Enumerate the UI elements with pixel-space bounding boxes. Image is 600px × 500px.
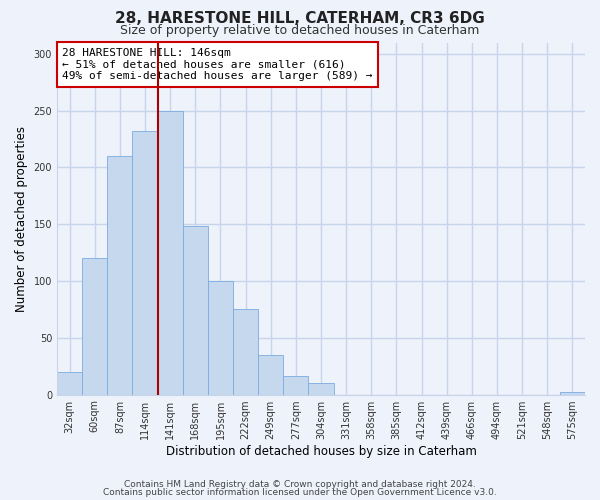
Text: Contains HM Land Registry data © Crown copyright and database right 2024.: Contains HM Land Registry data © Crown c… xyxy=(124,480,476,489)
Text: Size of property relative to detached houses in Caterham: Size of property relative to detached ho… xyxy=(121,24,479,37)
Bar xyxy=(183,226,208,394)
Text: 28 HARESTONE HILL: 146sqm
← 51% of detached houses are smaller (616)
49% of semi: 28 HARESTONE HILL: 146sqm ← 51% of detac… xyxy=(62,48,373,81)
Bar xyxy=(308,383,334,394)
Bar xyxy=(560,392,585,394)
Bar xyxy=(283,376,308,394)
Text: Contains public sector information licensed under the Open Government Licence v3: Contains public sector information licen… xyxy=(103,488,497,497)
Bar xyxy=(82,258,107,394)
Y-axis label: Number of detached properties: Number of detached properties xyxy=(15,126,28,312)
Bar xyxy=(133,131,158,394)
Text: 28, HARESTONE HILL, CATERHAM, CR3 6DG: 28, HARESTONE HILL, CATERHAM, CR3 6DG xyxy=(115,11,485,26)
Bar xyxy=(57,372,82,394)
Bar xyxy=(258,355,283,395)
Bar xyxy=(158,110,183,395)
Bar xyxy=(233,310,258,394)
Bar xyxy=(208,281,233,394)
Bar xyxy=(107,156,133,394)
X-axis label: Distribution of detached houses by size in Caterham: Distribution of detached houses by size … xyxy=(166,444,476,458)
